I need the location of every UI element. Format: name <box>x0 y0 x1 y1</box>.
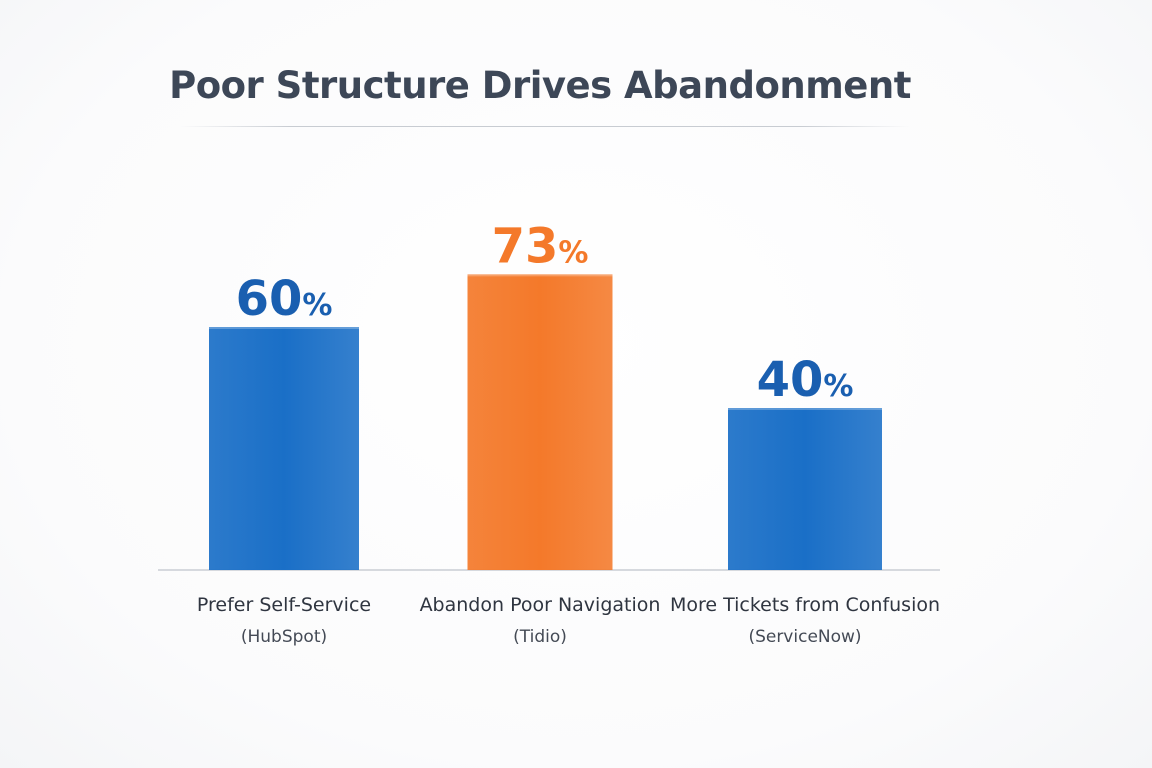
bar-top-edge-2 <box>467 274 613 277</box>
value-label-3: 40% <box>757 352 854 408</box>
category-label-3: More Tickets from Confusion <box>670 594 940 616</box>
bar-top-edge-3 <box>728 408 882 410</box>
source-label-3: (ServiceNow) <box>748 627 861 647</box>
bar-2 <box>467 274 613 570</box>
category-label-2: Abandon Poor Navigation <box>420 594 661 616</box>
value-label-1: 60% <box>236 271 333 327</box>
source-label-1: (HubSpot) <box>241 627 327 647</box>
chart-title: Poor Structure Drives Abandonment <box>169 64 911 107</box>
source-label-2: (Tidio) <box>513 627 567 647</box>
value-label-2: 73% <box>492 218 589 274</box>
title-divider <box>180 126 910 127</box>
category-label-1: Prefer Self-Service <box>197 594 371 616</box>
bar-3 <box>728 408 882 570</box>
bar-1 <box>209 327 359 570</box>
bar-top-edge-1 <box>209 327 359 329</box>
